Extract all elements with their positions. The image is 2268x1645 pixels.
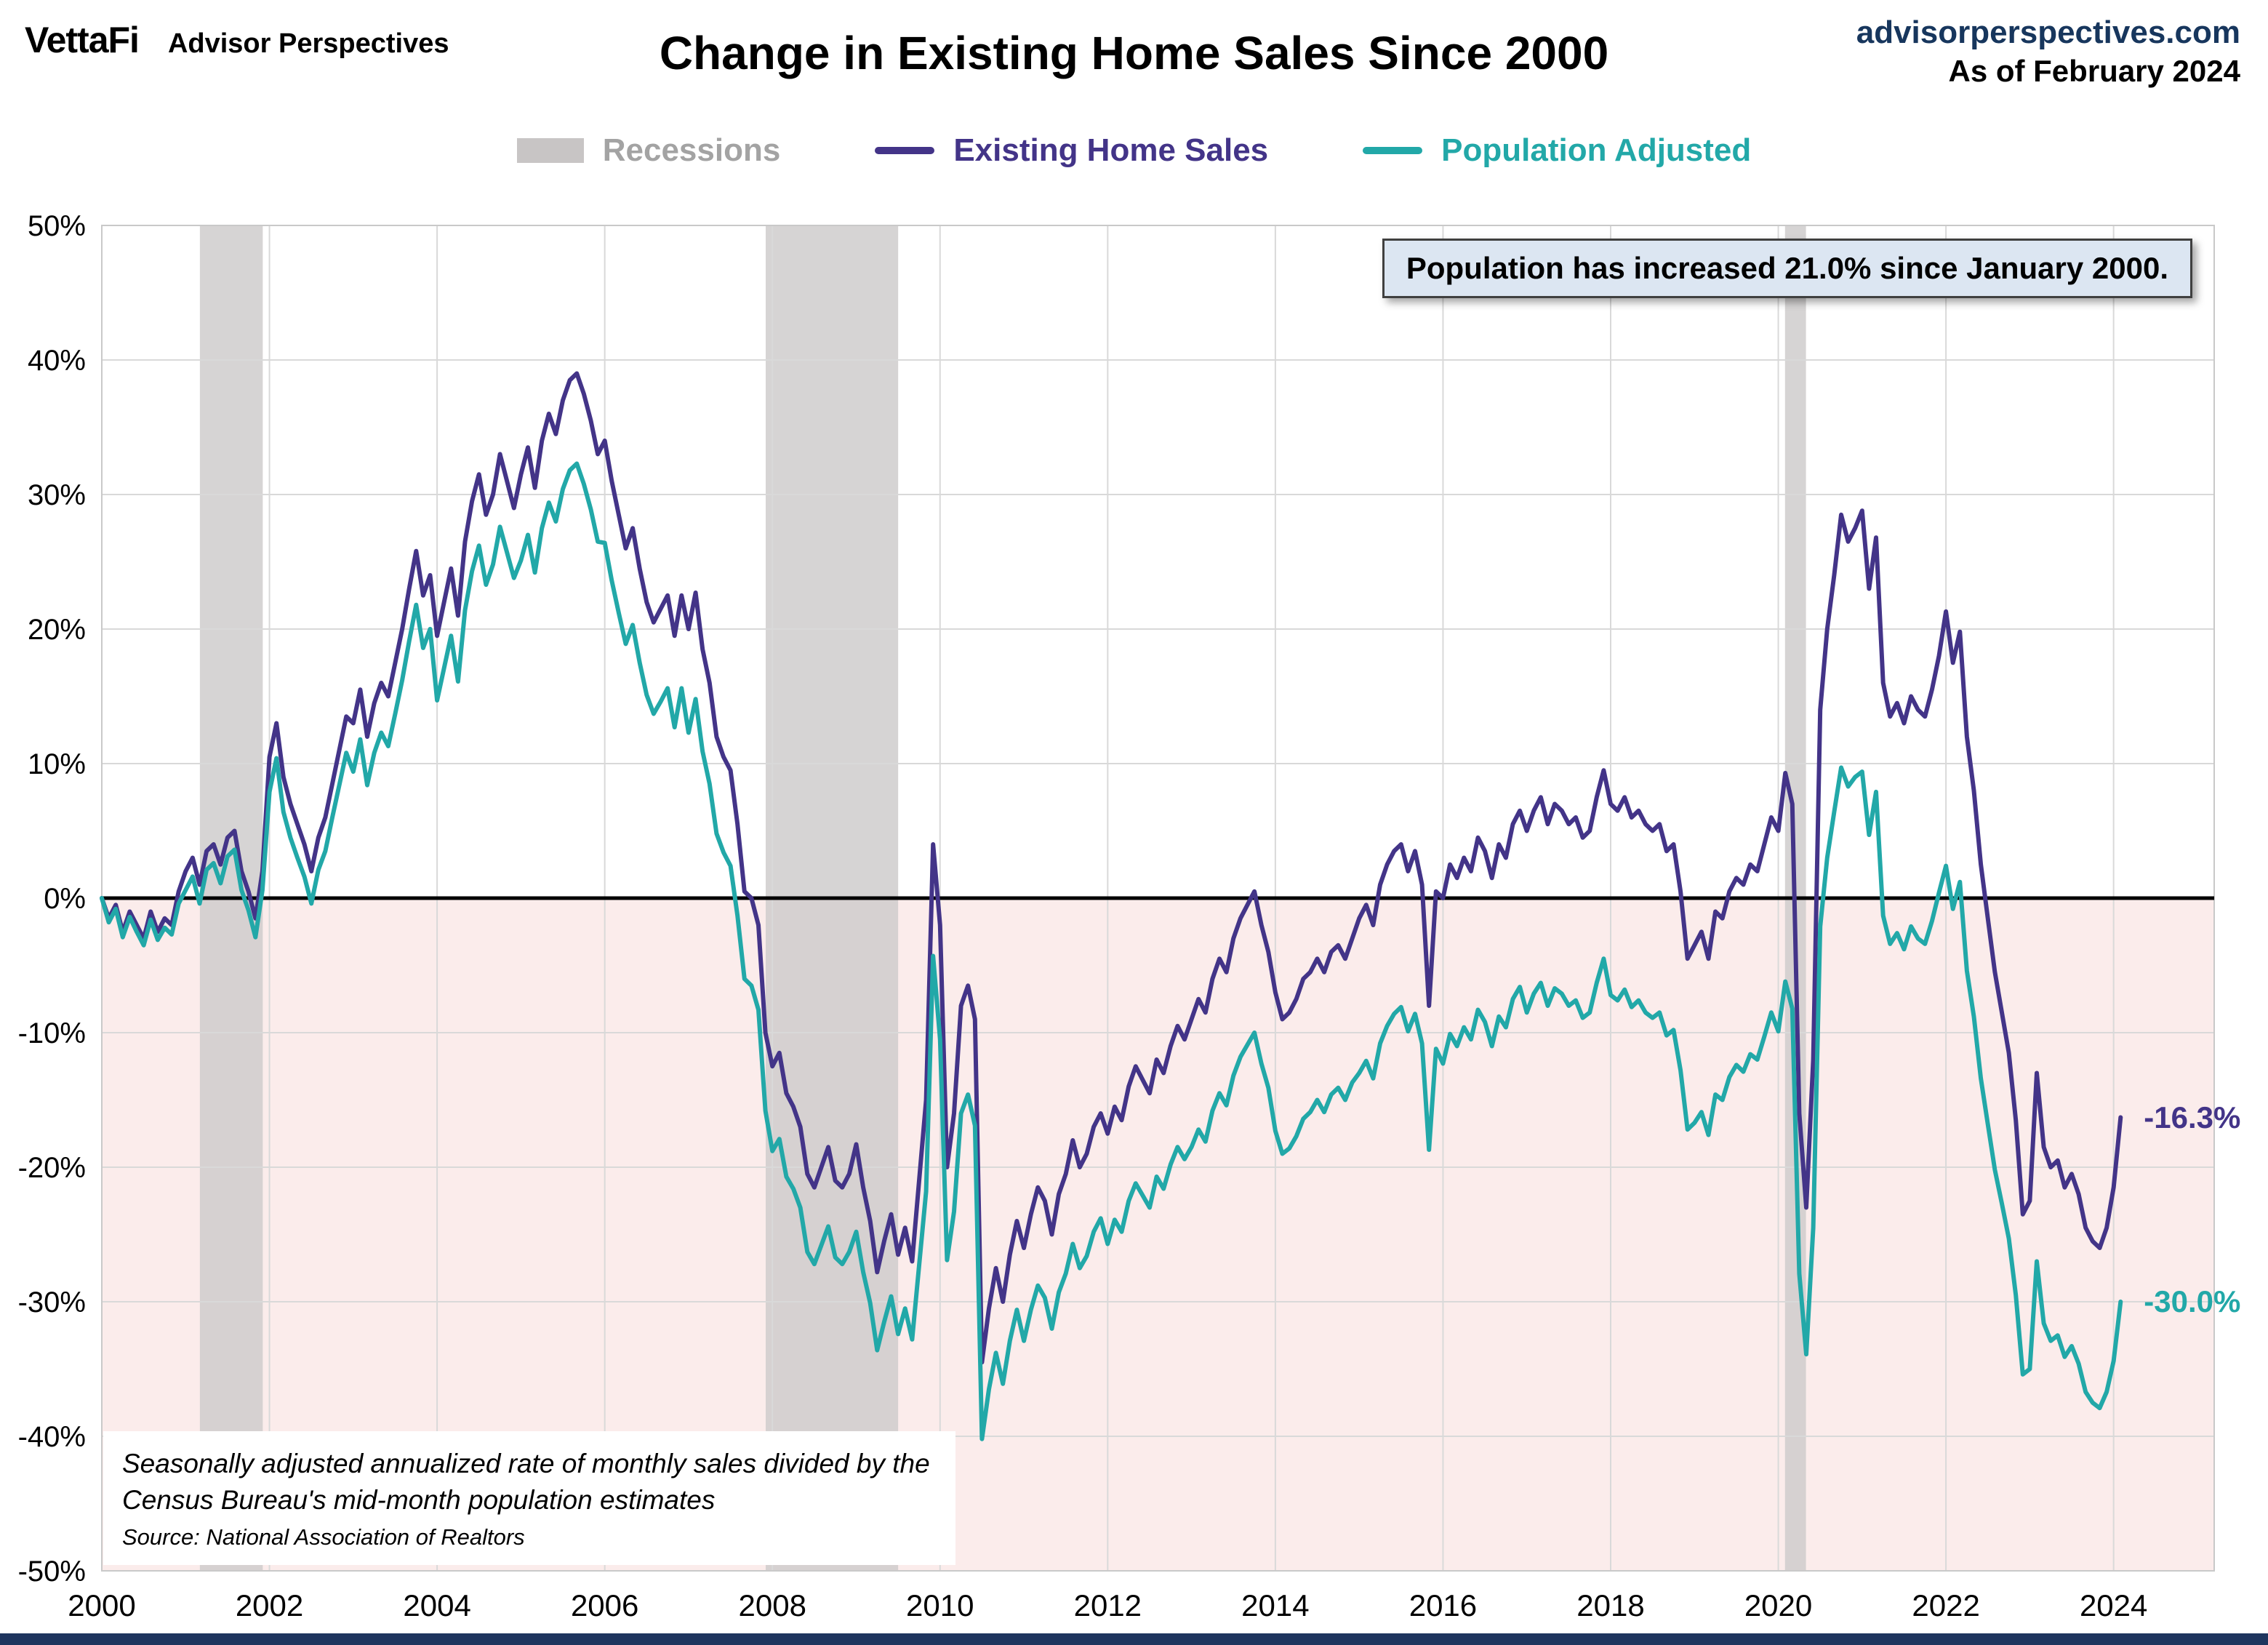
x-tick-label: 2010 xyxy=(906,1588,974,1622)
x-tick-label: 2004 xyxy=(403,1588,470,1622)
y-tick-label: 30% xyxy=(28,479,86,511)
x-tick-label: 2014 xyxy=(1241,1588,1309,1622)
x-tick-label: 2000 xyxy=(68,1588,135,1622)
existing-home-sales-line-icon xyxy=(875,147,935,154)
y-tick-label: -40% xyxy=(18,1421,86,1453)
legend-item-recessions: Recessions xyxy=(516,132,781,169)
y-tick-label: -50% xyxy=(18,1556,86,1588)
header-right: advisorperspectives.com As of February 2… xyxy=(1856,15,2240,89)
population-callout: Population has increased 21.0% since Jan… xyxy=(1382,239,2192,298)
bottom-bar xyxy=(0,1633,2268,1645)
legend-item-existing-home-sales: Existing Home Sales xyxy=(875,132,1268,169)
x-tick-label: 2020 xyxy=(1744,1588,1812,1622)
series-path-0 xyxy=(100,371,2123,1365)
x-tick-label: 2006 xyxy=(571,1588,638,1622)
chart-svg: 50%40%30%20%10%0%-10%-20%-30%-40%-50%200… xyxy=(18,210,2215,1622)
as-of-date: As of February 2024 xyxy=(1948,54,2240,88)
x-tick-label: 2016 xyxy=(1409,1588,1477,1622)
brand: VettaFi Advisor Perspectives xyxy=(25,19,449,61)
y-tick-label: 0% xyxy=(44,883,86,915)
footnote-text: Seasonally adjusted annualized rate of m… xyxy=(122,1449,930,1515)
x-tick-label: 2018 xyxy=(1576,1588,1644,1622)
population-adjusted-line-icon xyxy=(1363,147,1423,154)
y-tick-label: -30% xyxy=(18,1286,86,1318)
legend-label-existing-home-sales: Existing Home Sales xyxy=(953,132,1269,168)
legend: Recessions Existing Home Sales Populatio… xyxy=(0,132,2268,169)
footnote: Seasonally adjusted annualized rate of m… xyxy=(103,1431,955,1565)
y-tick-label: 10% xyxy=(28,748,86,780)
page-title: Change in Existing Home Sales Since 2000 xyxy=(659,27,1609,79)
series-path-1 xyxy=(100,461,2123,1441)
footnote-source: Source: National Association of Realtors xyxy=(122,1524,525,1550)
x-tick-label: 2024 xyxy=(2080,1588,2147,1622)
x-tick-label: 2002 xyxy=(236,1588,303,1622)
y-tick-label: -10% xyxy=(18,1017,86,1049)
y-tick-label: -20% xyxy=(18,1152,86,1184)
end-label-0: -16.3% xyxy=(2144,1100,2241,1134)
y-tick-label: 20% xyxy=(28,614,86,646)
y-tick-label: 40% xyxy=(28,345,86,377)
chart-area: 50% 40% 30% 20% 10% 0% -10% -20% -30% -40% -50% 200… xyxy=(0,196,2268,1640)
x-tick-label: 2012 xyxy=(1074,1588,1142,1622)
site-url: advisorperspectives.com xyxy=(1856,15,2240,50)
x-tick-label: 2008 xyxy=(739,1588,806,1622)
legend-label-recessions: Recessions xyxy=(602,132,781,168)
y-tick-label: 50% xyxy=(28,210,86,242)
recession-swatch-icon xyxy=(516,138,584,163)
brand-advisor-perspectives: Advisor Perspectives xyxy=(167,28,449,59)
vettafi-logo: VettaFi xyxy=(25,20,140,60)
legend-label-population-adjusted: Population Adjusted xyxy=(1441,132,1752,168)
x-tick-label: 2022 xyxy=(1912,1588,1979,1622)
end-label-1: -30.0% xyxy=(2144,1284,2241,1318)
legend-item-population-adjusted: Population Adjusted xyxy=(1363,132,1751,169)
